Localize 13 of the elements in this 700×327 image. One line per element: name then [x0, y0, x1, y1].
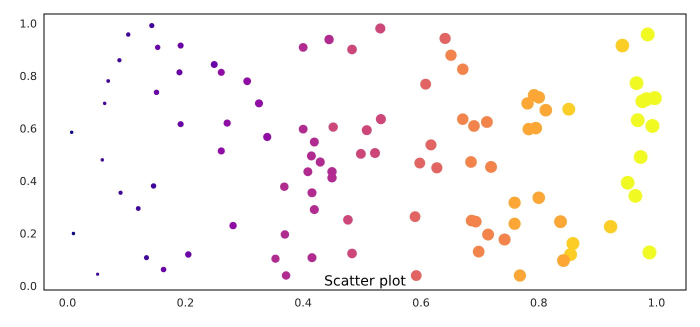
- y-tick-label: 0.8: [20, 70, 37, 83]
- x-tick-label: 1.0: [648, 296, 666, 310]
- x-tick-label: 0.8: [530, 296, 548, 310]
- y-tick-label: 0.6: [20, 122, 37, 136]
- x-tick-label: 0.2: [176, 296, 194, 310]
- text: Scatter plot: [324, 274, 406, 290]
- y-tick-label: 0.4: [20, 175, 37, 188]
- x-tick-label: 0.4: [294, 296, 312, 310]
- y-tick-label: 1.0: [20, 17, 37, 30]
- x-tick-label: 0.0: [58, 296, 76, 310]
- y-tick-label: 0.2: [20, 228, 37, 241]
- y-tick-label: 0.0: [20, 280, 37, 294]
- x-tick-label: 0.6: [412, 296, 430, 310]
